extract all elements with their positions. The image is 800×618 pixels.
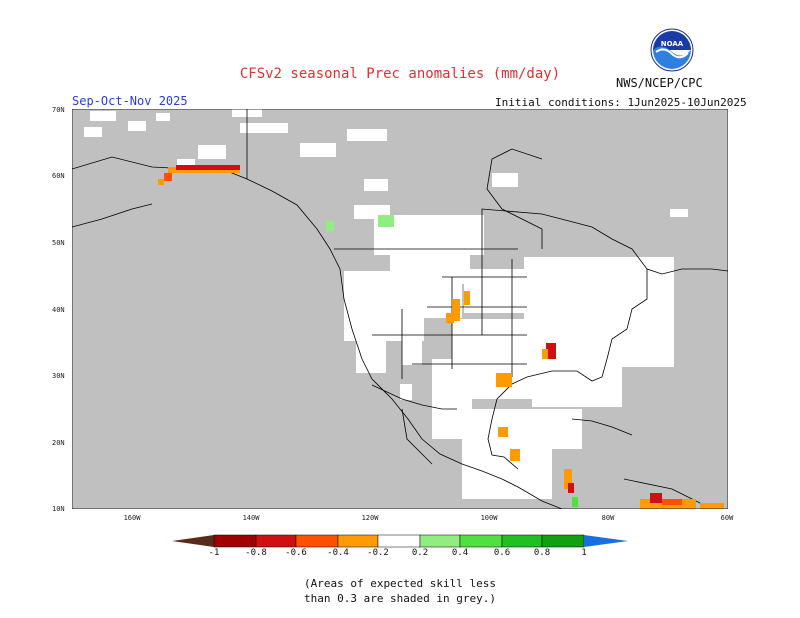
noaa-logo-text: NOAA	[661, 40, 684, 48]
agency-label: NWS/NCEP/CPC	[616, 76, 703, 90]
lat-label-70n: 70N	[52, 106, 65, 114]
colorbar-label-3: -0.4	[327, 548, 349, 558]
lat-label-40n: 40N	[52, 306, 65, 314]
colorbar-label-5: 0.2	[411, 548, 429, 558]
colorbar-label-6: 0.4	[451, 548, 469, 558]
precip-anomaly-map	[72, 109, 728, 509]
lat-label-10n: 10N	[52, 505, 65, 513]
colorbar-seg-6	[419, 534, 461, 548]
season-label: Sep-Oct-Nov 2025	[72, 94, 188, 108]
wet-anomaly-cells	[326, 215, 578, 507]
colorbar-seg-8	[501, 534, 543, 548]
colorbar-label-9: 1	[581, 548, 587, 558]
colorbar-seg-5	[377, 534, 421, 548]
initial-conditions-label: Initial conditions: 1Jun2025-10Jun2025	[495, 96, 747, 109]
colorbar-label-7: 0.6	[493, 548, 511, 558]
lon-label-140w: 140W	[242, 514, 260, 522]
noaa-logo: NOAA	[650, 28, 694, 72]
skill-note-line-2: than 0.3 are shaded in grey.)	[303, 592, 497, 605]
lat-label-30n: 30N	[52, 372, 65, 380]
lat-label-60n: 60N	[52, 172, 65, 180]
colorbar-seg-10	[584, 535, 628, 547]
lat-label-20n: 20N	[52, 439, 65, 447]
colorbar-label-2: -0.6	[285, 548, 307, 558]
lon-label-120w: 120W	[361, 514, 379, 522]
colorbar-seg-7	[459, 534, 503, 548]
coastlines	[72, 109, 728, 509]
lon-label-80w: 80W	[601, 514, 615, 522]
colorbar-seg-2	[255, 534, 297, 548]
lat-label-50n: 50N	[52, 239, 65, 247]
colorbar-seg-0	[172, 535, 214, 547]
colorbar-label-0: -1	[208, 548, 220, 558]
lon-label-160w: 160W	[123, 514, 141, 522]
skill-note: (Areas of expected skill less than 0.3 a…	[0, 576, 800, 606]
dry-anomaly-cells	[158, 165, 724, 509]
colorbar-seg-9	[541, 534, 585, 548]
map-title: CFSv2 seasonal Prec anomalies (mm/day)	[239, 66, 561, 82]
lon-label-100w: 100W	[480, 514, 498, 522]
colorbar-label-1: -0.8	[245, 548, 267, 558]
colorbar	[172, 534, 628, 548]
lon-label-60w: 60W	[720, 514, 734, 522]
colorbar-label-4: -0.2	[367, 548, 389, 558]
colorbar-label-8: 0.8	[533, 548, 551, 558]
colorbar-seg-3	[295, 534, 339, 548]
colorbar-seg-1	[213, 534, 257, 548]
skill-note-line-1: (Areas of expected skill less	[303, 577, 497, 590]
colorbar-seg-4	[337, 534, 379, 548]
